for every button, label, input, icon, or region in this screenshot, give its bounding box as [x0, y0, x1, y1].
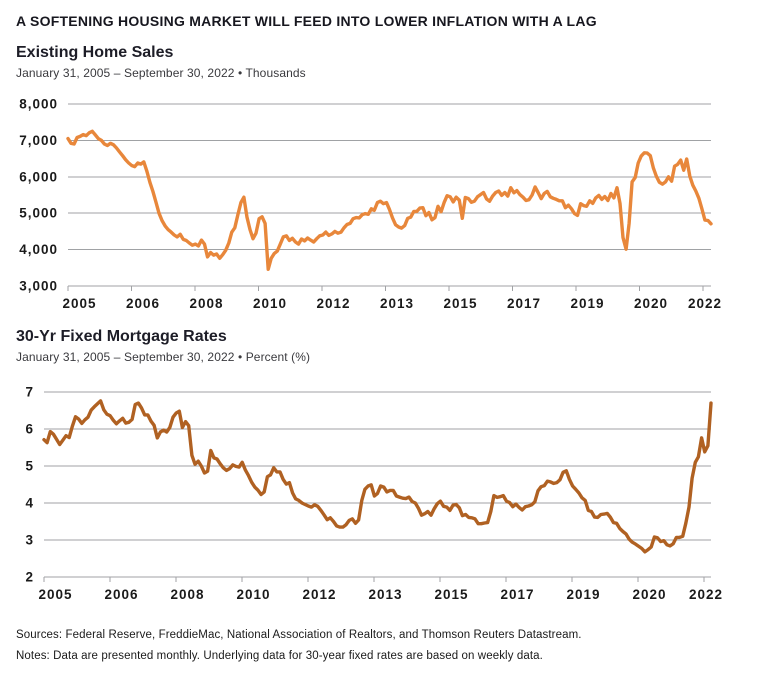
y-axis-label: 3,000: [19, 279, 58, 294]
page-title: A SOFTENING HOUSING MARKET WILL FEED INT…: [16, 13, 597, 29]
y-axis-label: 6: [25, 422, 34, 437]
x-axis-label: 2006: [126, 296, 160, 311]
x-axis-label: 2017: [507, 296, 541, 311]
x-axis-label: 2006: [104, 587, 138, 602]
chart-title-mortgage-rates: 30-Yr Fixed Mortgage Rates: [16, 328, 227, 345]
y-axis-label: 4,000: [19, 242, 58, 257]
y-axis-label: 6,000: [19, 169, 58, 184]
y-axis-label: 5: [25, 459, 34, 474]
y-axis-label: 5,000: [19, 206, 58, 221]
mortgage-rates-line: [42, 399, 713, 554]
chart-subtitle-existing-home-sales: January 31, 2005 – September 30, 2022 • …: [16, 66, 306, 80]
y-axis-label: 4: [25, 496, 34, 511]
x-axis-label: 2012: [316, 296, 350, 311]
x-axis-label: 2008: [189, 296, 223, 311]
x-axis-label: 2005: [38, 587, 72, 602]
y-axis-label: 2: [25, 570, 34, 585]
x-axis-label: 2005: [62, 296, 96, 311]
y-axis-label: 3: [25, 533, 34, 548]
chart-title-existing-home-sales: Existing Home Sales: [16, 44, 174, 61]
y-axis-label: 7,000: [19, 133, 58, 148]
existing-home-sales-chart: 8,000 7,000 6,000 5,000 4,000 3,000 2005 2006 20…: [19, 97, 722, 312]
y-axis-label: 7: [25, 385, 34, 400]
x-axis-label: 2020: [632, 587, 666, 602]
chart-subtitle-mortgage-rates: January 31, 2005 – September 30, 2022 • …: [16, 350, 311, 364]
methodology-note: Notes: Data are presented monthly. Under…: [16, 650, 543, 662]
x-axis-label: 2015: [443, 296, 477, 311]
x-axis-label: 2010: [236, 587, 270, 602]
x-axis-label: 2008: [170, 587, 204, 602]
x-axis-label: 2022: [688, 296, 722, 311]
x-axis-label: 2012: [302, 587, 336, 602]
x-axis-label: 2022: [689, 587, 723, 602]
x-axis-label: 2020: [634, 296, 668, 311]
x-axis-label: 2013: [380, 296, 414, 311]
existing-home-sales-line: [66, 129, 713, 272]
x-axis-label: 2010: [253, 296, 287, 311]
x-axis-label: 2013: [368, 587, 402, 602]
x-axis-label: 2019: [570, 296, 604, 311]
sources-note: Sources: Federal Reserve, FreddieMac, Na…: [16, 629, 582, 641]
x-axis-label: 2017: [500, 587, 534, 602]
x-axis-label: 2015: [434, 587, 468, 602]
y-axis-label: 8,000: [19, 97, 58, 112]
mortgage-rates-chart: 7 6 5 4 3 2 2005 2006 2008 2010 2012 2013 2015 2017 20…: [25, 385, 723, 603]
x-axis-label: 2019: [566, 587, 600, 602]
